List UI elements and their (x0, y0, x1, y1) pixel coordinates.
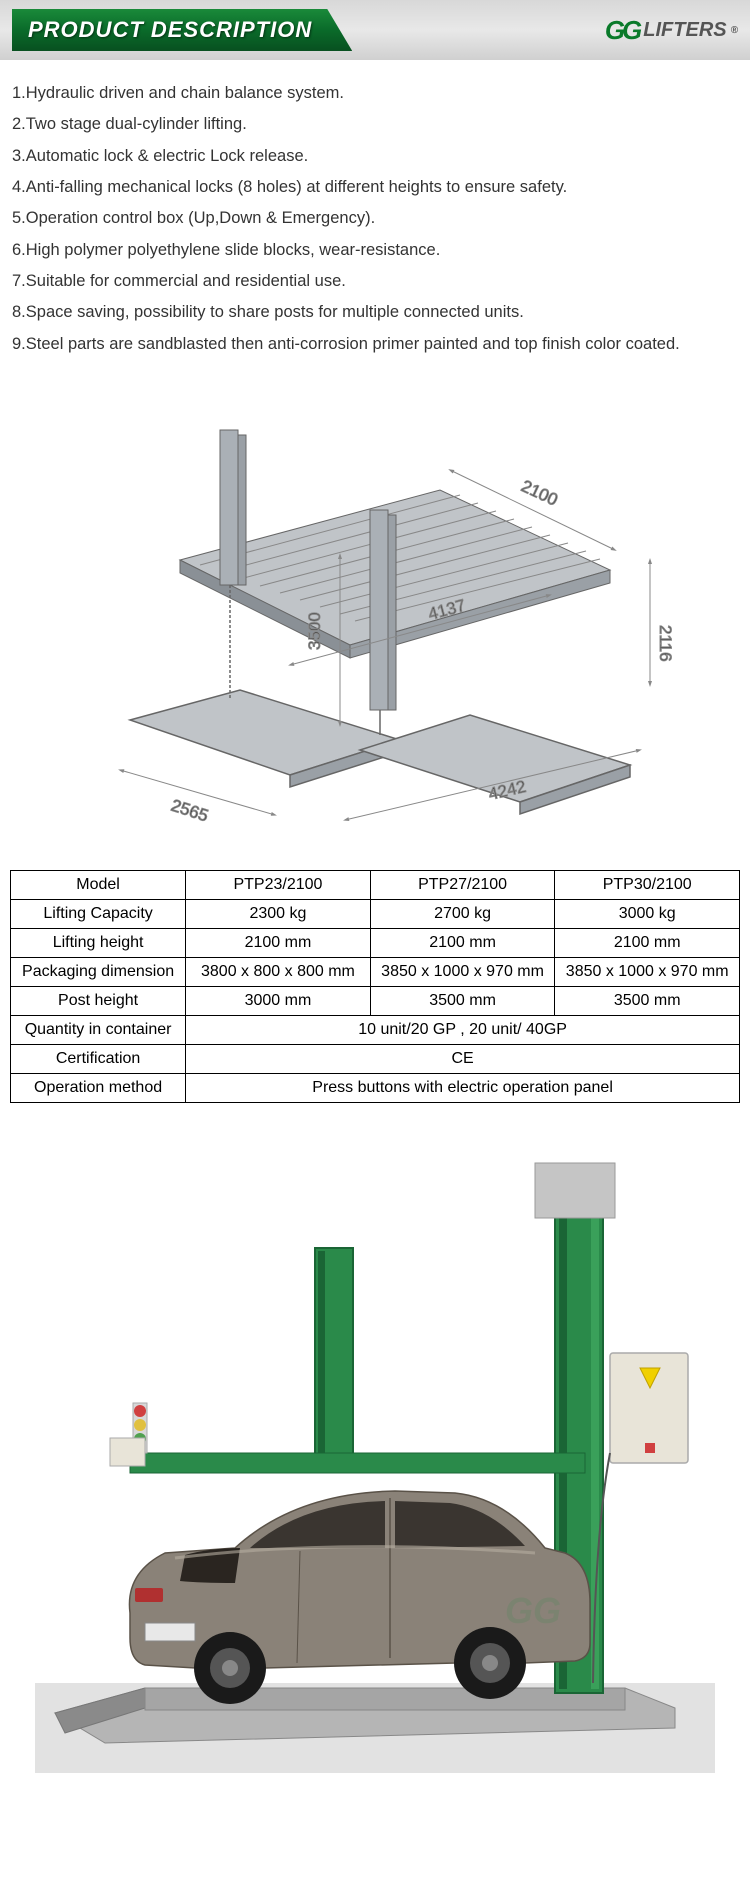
dim-3500: 3500 (305, 612, 324, 650)
description-list: 1.Hydraulic driven and chain balance sys… (0, 60, 750, 370)
desc-item: 4.Anti-falling mechanical locks (8 holes… (12, 172, 738, 203)
table-header: Model (11, 871, 186, 900)
dim-2100: 2100 (518, 476, 560, 509)
spec-table: Model PTP23/2100 PTP27/2100 PTP30/2100 L… (10, 870, 740, 1103)
diagram-post-left (220, 430, 246, 585)
header-logo: GG LIFTERS ® (605, 15, 738, 46)
desc-item: 2.Two stage dual-cylinder lifting. (12, 109, 738, 140)
desc-item: 3.Automatic lock & electric Lock release… (12, 141, 738, 172)
desc-item: 5.Operation control box (Up,Down & Emerg… (12, 203, 738, 234)
desc-item: 1.Hydraulic driven and chain balance sys… (12, 78, 738, 109)
table-row: Operation method Press buttons with elec… (11, 1074, 740, 1103)
logo-text: LIFTERS (643, 19, 726, 42)
desc-item: 9.Steel parts are sandblasted then anti-… (12, 329, 738, 360)
table-row: Packaging dimension 3800 x 800 x 800 mm … (11, 958, 740, 987)
reg-mark: ® (731, 25, 738, 36)
table-row: Lifting Capacity 2300 kg 2700 kg 3000 kg (11, 900, 740, 929)
table-row: Lifting height 2100 mm 2100 mm 2100 mm (11, 929, 740, 958)
diagram-post-right (370, 510, 396, 710)
desc-item: 7.Suitable for commercial and residentia… (12, 266, 738, 297)
diagram-section: 2100 2116 4137 3500 2565 4242 (0, 370, 750, 870)
watermark: GG (505, 1590, 561, 1631)
header-bar: PRODUCT DESCRIPTION GG LIFTERS ® (0, 0, 750, 60)
desc-item: 8.Space saving, possibility to share pos… (12, 297, 738, 328)
desc-item: 6.High polymer polyethylene slide blocks… (12, 235, 738, 266)
table-header: PTP23/2100 (186, 871, 371, 900)
table-row: Model PTP23/2100 PTP27/2100 PTP30/2100 (11, 871, 740, 900)
table-header: PTP27/2100 (370, 871, 555, 900)
photo-post-left (315, 1248, 353, 1463)
product-photo: GG (35, 1153, 715, 1773)
dim-2565: 2565 (169, 796, 211, 826)
table-row: Quantity in container 10 unit/20 GP , 20… (11, 1016, 740, 1045)
logo-gg: GG (605, 15, 639, 46)
dim-2116: 2116 (656, 625, 675, 662)
table-row: Certification CE (11, 1045, 740, 1074)
photo-section: GG (0, 1123, 750, 1813)
header-title: PRODUCT DESCRIPTION (12, 9, 352, 51)
technical-diagram: 2100 2116 4137 3500 2565 4242 (90, 390, 690, 840)
table-row: Post height 3000 mm 3500 mm 3500 mm (11, 987, 740, 1016)
table-header: PTP30/2100 (555, 871, 740, 900)
